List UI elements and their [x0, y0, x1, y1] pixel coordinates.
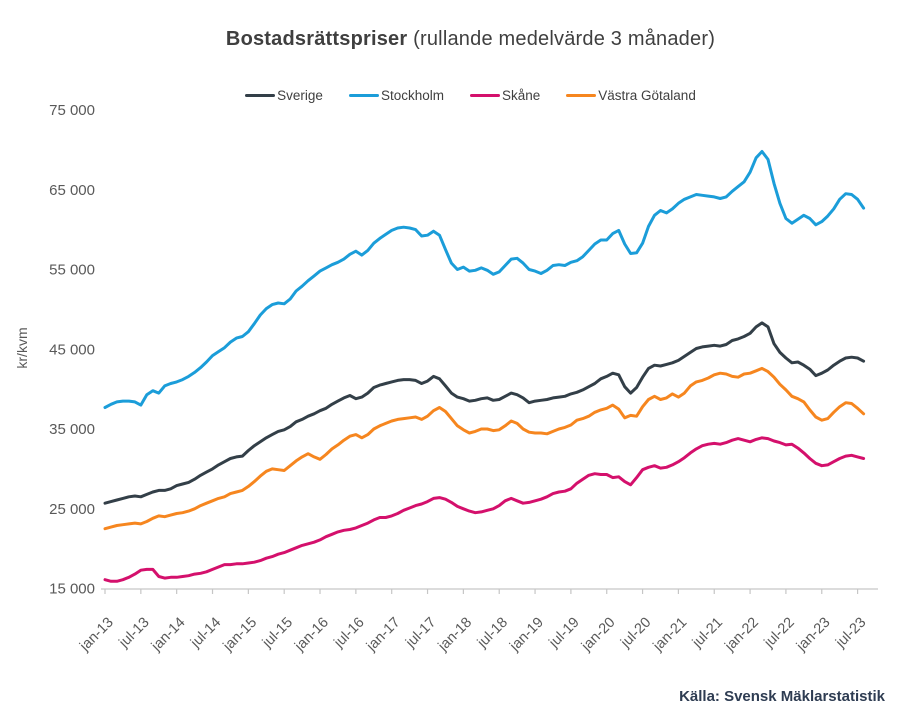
series-line-v-stra-g-taland: [103, 366, 866, 531]
x-tick-label: jan-20: [578, 615, 619, 656]
legend-item-stockholm: Stockholm: [348, 88, 444, 103]
legend-swatch-vastra-gotaland: [566, 93, 597, 98]
legend-label-vastra-gotaland: Västra Götaland: [598, 88, 696, 103]
legend-label-sverige: Sverige: [277, 88, 323, 103]
chart-title-rest: (rullande medelvärde 3 månader): [413, 28, 716, 50]
x-tick-label: jan-19: [506, 615, 547, 656]
x-tick-label: jan-23: [793, 615, 834, 656]
source-label: Källa: Svensk Mäklarstatistik: [679, 688, 885, 705]
x-tick-label: jul-17: [402, 615, 439, 652]
legend-item-sverige: Sverige: [245, 88, 323, 103]
x-tick-label: jul-22: [761, 615, 798, 652]
x-tick-label: jul-16: [331, 615, 368, 652]
x-tick-label: jan-18: [435, 615, 476, 656]
chart-title-bold: Bostadsrättspriser: [225, 28, 408, 50]
x-tick-label: jan-17: [363, 615, 404, 656]
series-line-sk-ne: [103, 436, 866, 583]
legend: Sverige Stockholm Skåne Västra Götaland: [42, 88, 899, 103]
legend-swatch-skane: [469, 93, 500, 98]
y-tick-label: 15 000: [49, 581, 95, 598]
legend-item-vastra-gotaland: Västra Götaland: [566, 88, 696, 103]
y-tick-label: 65 000: [49, 182, 95, 199]
x-tick-label: jul-19: [546, 615, 583, 652]
x-tick-label: jul-14: [187, 615, 224, 652]
legend-label-skane: Skåne: [501, 88, 541, 103]
x-tick-label: jan-16: [291, 615, 332, 656]
y-tick-label: 25 000: [49, 501, 95, 518]
legend-label-stockholm: Stockholm: [380, 88, 444, 103]
y-tick-label: 45 000: [49, 341, 95, 358]
legend-swatch-stockholm: [348, 93, 379, 98]
x-tick-label: jan-21: [650, 615, 691, 656]
series-line-stockholm: [103, 150, 866, 409]
series-line-sverige: [103, 321, 866, 505]
chart-title: Bostadsrättspriser (rullande medelvärde …: [42, 28, 899, 51]
x-tick-label: jul-20: [617, 615, 654, 652]
x-tick-label: jul-23: [832, 615, 869, 652]
legend-swatch-sverige: [245, 93, 276, 98]
legend-item-skane: Skåne: [469, 88, 541, 103]
x-tick-label: jan-13: [76, 615, 117, 656]
x-tick-label: jan-15: [220, 615, 261, 656]
x-tick-label: jan-22: [721, 615, 762, 656]
x-tick-label: jul-15: [259, 615, 296, 652]
x-tick-label: jul-13: [116, 615, 153, 652]
x-tick-label: jul-21: [689, 615, 726, 652]
x-tick-label: jul-18: [474, 615, 511, 652]
y-tick-label: 75 000: [49, 102, 95, 119]
y-tick-label: 35 000: [49, 421, 95, 438]
x-tick-label: jan-14: [148, 615, 189, 656]
y-tick-label: 55 000: [49, 262, 95, 279]
